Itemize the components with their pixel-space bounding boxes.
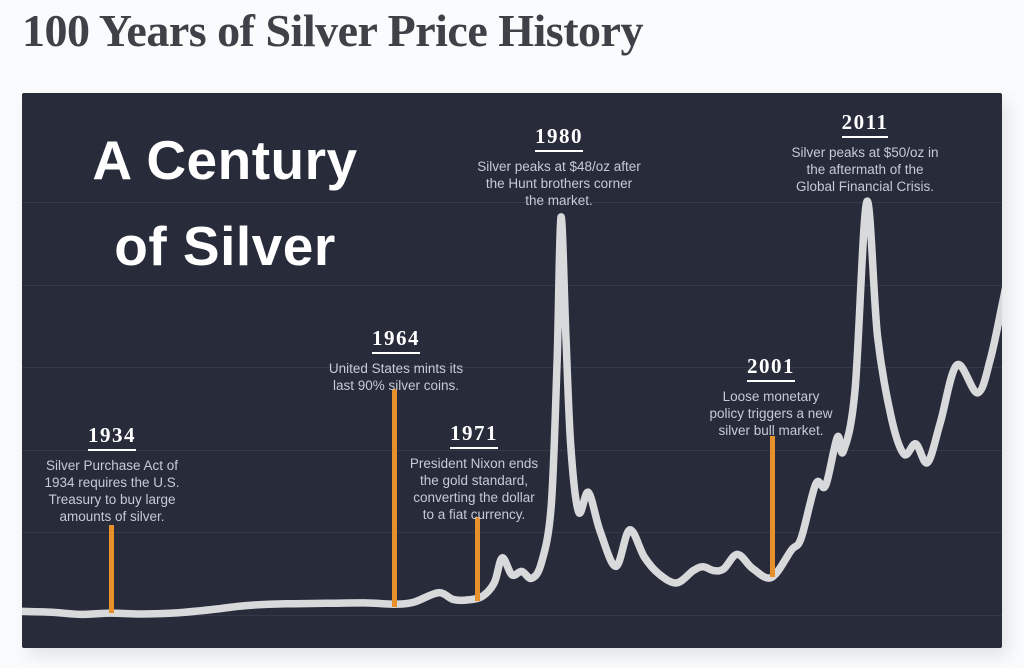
event-year-label: 2011: [841, 112, 889, 138]
event-description: United States mints its last 90% silver …: [328, 361, 464, 393]
timeline-event: 1971 President Nixon ends the gold stand…: [359, 423, 589, 523]
timeline-event: 2011 Silver peaks at $50/oz in the after…: [750, 112, 980, 195]
silver-price-line-chart: [22, 197, 1002, 619]
event-description: President Nixon ends the gold standard, …: [409, 456, 539, 522]
event-description: Silver Purchase Act of 1934 requires the…: [44, 458, 180, 524]
event-year-label: 1980: [535, 126, 583, 152]
timeline-event: 1934 Silver Purchase Act of 1934 require…: [22, 425, 227, 525]
event-description: Loose monetary policy triggers a new sil…: [709, 389, 833, 438]
event-year-label: 1971: [450, 423, 498, 449]
event-description: Silver peaks at $48/oz after the Hunt br…: [477, 159, 641, 208]
timeline-event: 1964 United States mints its last 90% si…: [281, 328, 511, 394]
page-title: 100 Years of Silver Price History: [22, 5, 643, 56]
event-marker-bar: [108, 525, 114, 613]
silver-history-infographic-panel: A Century of Silver 1934 Silver Purchase…: [22, 93, 1002, 648]
timeline-event: 1980 Silver peaks at $48/oz after the Hu…: [444, 126, 674, 209]
event-year-label: 2001: [747, 356, 795, 382]
chart-title: A Century of Silver: [50, 117, 400, 289]
event-marker-bar: [391, 389, 397, 607]
event-marker-bar: [474, 517, 480, 601]
chart-title-line2: of Silver: [114, 215, 336, 277]
silver-price-line: [22, 197, 1002, 619]
chart-title-line1: A Century: [92, 129, 358, 191]
event-description: Silver peaks at $50/oz in the aftermath …: [791, 145, 939, 194]
event-year-label: 1964: [372, 328, 420, 354]
timeline-event: 2001 Loose monetary policy triggers a ne…: [656, 356, 886, 439]
event-marker-bar: [769, 436, 775, 577]
event-year-label: 1934: [88, 425, 136, 451]
